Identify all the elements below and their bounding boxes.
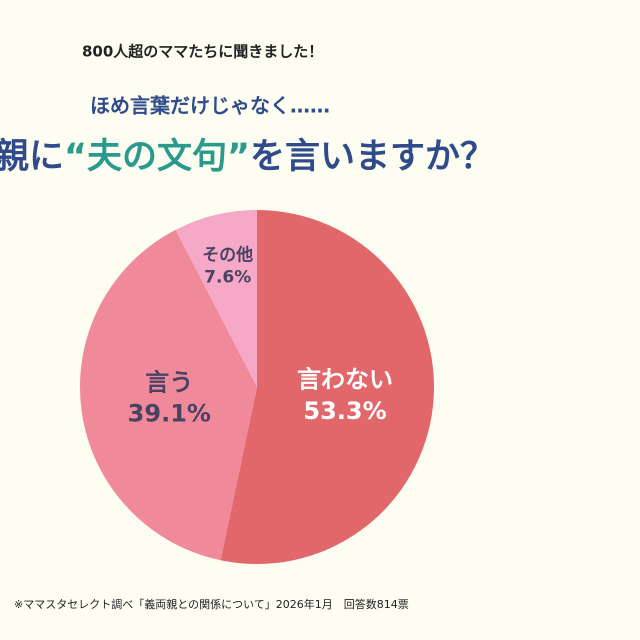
title-highlight: “夫の文句” <box>64 137 250 177</box>
value-label: 53.3% <box>303 397 386 425</box>
source-note: ※ママスタセレクト調べ「義両親との関係について」2026年1月 回答数814票 <box>14 597 409 611</box>
title-part: 親に <box>0 137 64 177</box>
value-label: 7.6% <box>204 268 251 288</box>
slice-label: その他 <box>202 245 253 266</box>
pie-slice <box>80 229 258 561</box>
pie-slice <box>175 210 257 387</box>
value-label: 39.1% <box>128 400 211 428</box>
kicker: 800人超のママたちに聞きました！ <box>82 43 323 61</box>
subtitle: ほめ言葉だけじゃなく…… <box>90 94 330 118</box>
slice-label: 言う <box>145 368 193 396</box>
title-part: を言いますか？ <box>250 137 495 177</box>
slice-label: 言わない <box>297 366 393 394</box>
chart-title: 親に“夫の文句”を言いますか？ <box>0 137 495 177</box>
pie-slice <box>220 210 435 564</box>
